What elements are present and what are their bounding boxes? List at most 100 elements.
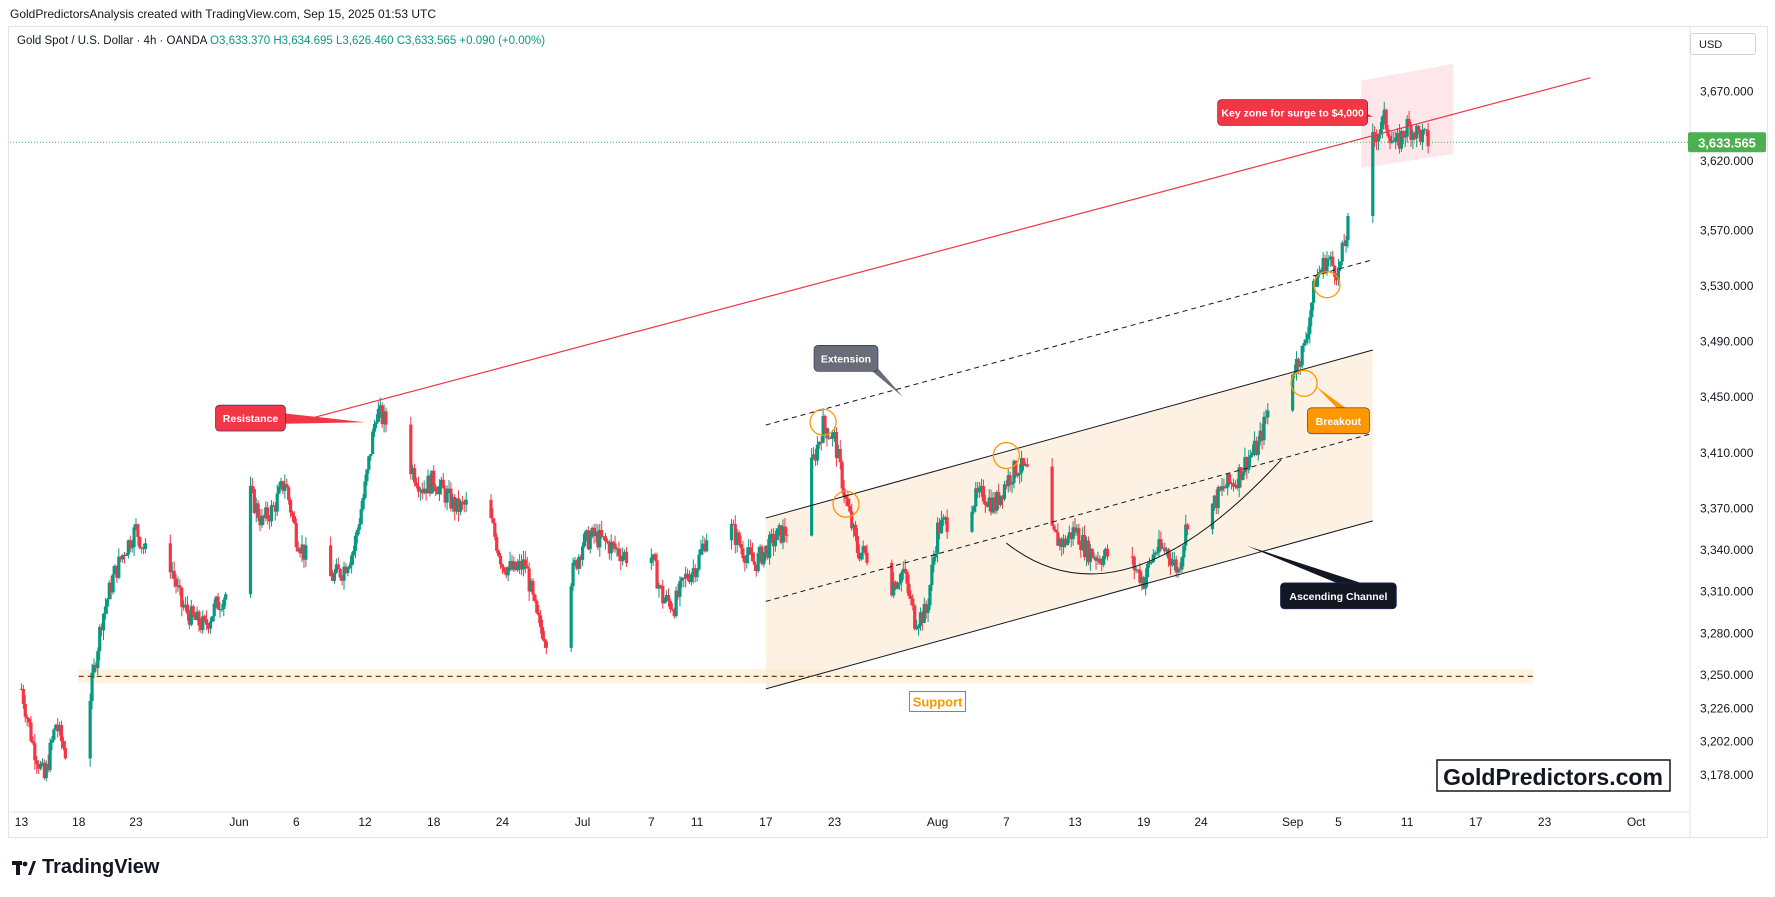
candle-body [920, 612, 924, 623]
candle-body [342, 566, 346, 581]
candle-body [823, 415, 827, 429]
candle-body [193, 615, 197, 620]
candle-body [1245, 457, 1249, 470]
candle-body [88, 700, 92, 759]
support-zone [78, 669, 1534, 684]
candle-body [1186, 524, 1190, 530]
candle-body [521, 559, 526, 570]
candle-body [676, 590, 680, 597]
candle-body [1250, 452, 1255, 456]
candle-body [1415, 125, 1419, 139]
candle-body [997, 492, 1001, 505]
candle-body [853, 524, 858, 537]
candle-body [187, 613, 192, 625]
candle-body [101, 613, 106, 631]
candle-body [250, 485, 255, 490]
candle-body [338, 569, 342, 578]
candle-body [1067, 532, 1071, 539]
candle-body [1082, 535, 1087, 558]
annotation-support-box [909, 690, 967, 712]
candle-body [19, 688, 24, 690]
annotation-ascending-channel-text: Ascending Channel [1289, 591, 1387, 603]
x-tick-label: 12 [358, 815, 372, 829]
candle-body [1050, 466, 1054, 526]
candle-body [378, 405, 382, 409]
tradingview-logo[interactable]: TradingView [12, 856, 159, 879]
candle-body [510, 560, 514, 570]
candle-body [1014, 460, 1018, 476]
candle-body [1411, 132, 1415, 140]
candle-body [1252, 440, 1257, 453]
candle-body [985, 504, 989, 507]
candle-body [903, 568, 907, 572]
annotation-breakout-box [1307, 407, 1370, 435]
candle-body [739, 543, 743, 549]
candle-body [201, 616, 205, 631]
candle-body [329, 545, 333, 577]
y-tick-label: 3,310.000 [1700, 585, 1754, 599]
candle-body [1306, 333, 1310, 340]
candle-body [1222, 486, 1226, 488]
candle-body [48, 742, 52, 770]
candle-body [1212, 495, 1216, 504]
candle-body [1079, 544, 1083, 551]
candle-body [197, 611, 201, 626]
candle-body [624, 551, 629, 564]
candle-body [54, 724, 58, 730]
candle-body [1096, 558, 1100, 561]
candle-body [901, 568, 905, 573]
y-tick-label: 3,370.000 [1700, 501, 1754, 515]
watermark-box [1436, 759, 1671, 792]
candle-body [993, 497, 997, 511]
candle-body [441, 479, 445, 489]
chart-frame [8, 26, 1768, 838]
candle-body [340, 577, 344, 581]
candle-body [1291, 374, 1295, 411]
x-tick-label: 17 [1469, 815, 1483, 829]
candle-body [1105, 548, 1110, 557]
candle-body [991, 497, 995, 513]
candle-body [191, 606, 195, 616]
candle-body [653, 554, 657, 561]
candle-body [760, 546, 764, 565]
candle-body [1254, 440, 1258, 455]
currency-selector[interactable]: USD [1690, 33, 1756, 55]
candle-body [928, 585, 932, 606]
annotation-ascending-channel: Ascending Channel [1246, 545, 1397, 610]
candle-body [267, 518, 272, 522]
candle-body [128, 540, 132, 549]
y-tick-label: 3,450.000 [1700, 390, 1754, 404]
candle-body [1308, 317, 1312, 334]
candle-body [737, 532, 741, 544]
x-tick-label: 18 [427, 815, 441, 829]
candle-body [369, 454, 373, 457]
chart-credit: GoldPredictorsAnalysis created with Trad… [10, 7, 436, 21]
symbol-legend[interactable]: Gold Spot / U.S. Dollar · 4h · OANDA O3,… [17, 35, 545, 47]
candle-body [269, 505, 274, 522]
candle-body [113, 565, 117, 575]
candle-body [1266, 410, 1270, 418]
candle-body [1258, 430, 1262, 442]
candle-body [1098, 558, 1102, 563]
candle-body [609, 541, 613, 554]
candle-body [170, 570, 174, 573]
y-tick-label: 3,226.000 [1700, 701, 1754, 715]
candle-body [758, 546, 762, 554]
candle-body [970, 511, 974, 532]
candle-body [1228, 474, 1232, 484]
candle-body [1296, 358, 1300, 367]
candle-body [1088, 548, 1092, 563]
candle-body [90, 672, 94, 701]
candle-body [1312, 280, 1316, 303]
candle-body [855, 536, 860, 553]
candle-body [1151, 554, 1155, 563]
candle-body [1149, 562, 1153, 564]
candle-body [344, 566, 348, 574]
candle-body [588, 536, 592, 550]
candle-body [529, 580, 533, 592]
candle-body [1376, 134, 1381, 142]
candle-body [1092, 557, 1096, 559]
candle-body [266, 507, 270, 519]
candle-body [1075, 528, 1079, 533]
